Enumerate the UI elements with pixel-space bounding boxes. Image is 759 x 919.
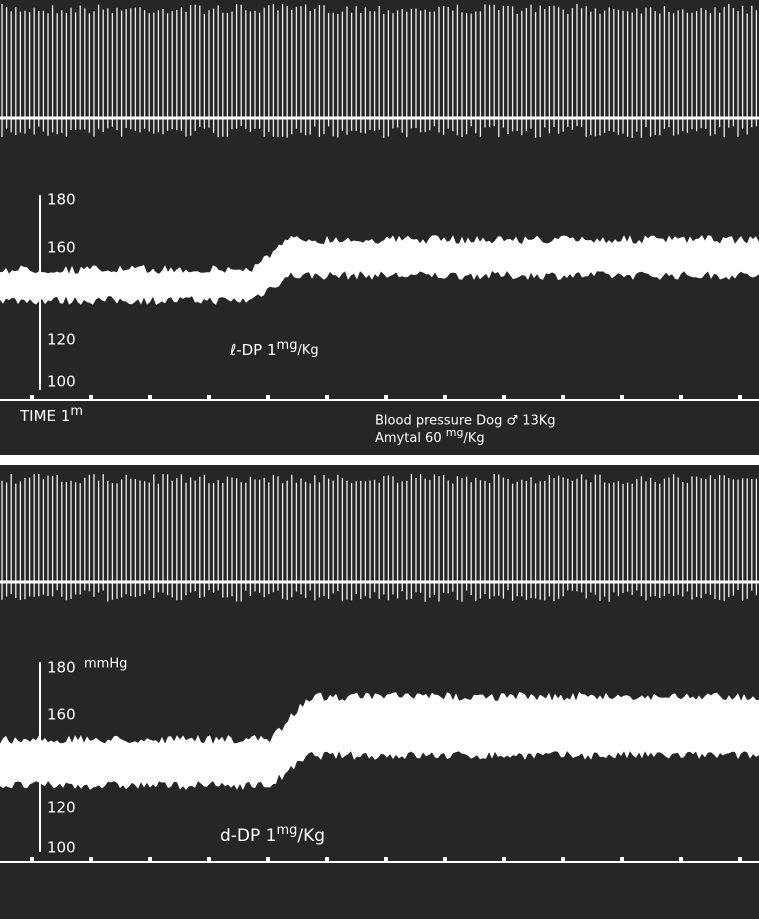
drug-label: d-DP 1mg/Kg bbox=[220, 823, 325, 847]
time-tick bbox=[502, 857, 506, 862]
time-tick bbox=[30, 395, 34, 400]
scale-label: 180 bbox=[47, 191, 76, 209]
time-tick bbox=[266, 395, 270, 400]
scale-label: 180 bbox=[47, 659, 76, 677]
time-tick bbox=[384, 395, 388, 400]
time-tick bbox=[738, 857, 742, 862]
time-tick bbox=[561, 857, 565, 862]
time-tick bbox=[561, 395, 565, 400]
pressure-band bbox=[0, 692, 759, 790]
scale-label: 120 bbox=[47, 799, 76, 817]
time-tick bbox=[148, 857, 152, 862]
scale-label: 100 bbox=[47, 839, 76, 857]
time-tick bbox=[502, 395, 506, 400]
time-tick bbox=[89, 857, 93, 862]
subject-label: Blood pressure Dog ♂ 13Kg bbox=[375, 414, 556, 429]
time-tick bbox=[325, 857, 329, 862]
time-tick bbox=[443, 395, 447, 400]
time-tick bbox=[679, 395, 683, 400]
drug-label: ℓ-DP 1mg/Kg bbox=[229, 338, 319, 359]
scale-label: 160 bbox=[47, 239, 76, 257]
time-tick bbox=[207, 857, 211, 862]
time-label: TIME 1m bbox=[19, 404, 83, 425]
unit-label: mmHg bbox=[84, 657, 127, 672]
time-tick bbox=[30, 857, 34, 862]
scale-label: 120 bbox=[47, 331, 76, 349]
spike-trace bbox=[1, 4, 758, 138]
time-tick bbox=[620, 857, 624, 862]
traces bbox=[0, 4, 759, 863]
time-tick bbox=[148, 395, 152, 400]
spike-trace bbox=[1, 474, 758, 602]
scale-label: 100 bbox=[47, 373, 76, 391]
time-tick bbox=[384, 857, 388, 862]
anesthesia-label: Amytal 60 mg/Kg bbox=[375, 426, 485, 446]
pressure-band bbox=[0, 235, 759, 305]
time-tick bbox=[266, 857, 270, 862]
time-tick bbox=[738, 395, 742, 400]
scale-label: 160 bbox=[47, 706, 76, 724]
time-tick bbox=[679, 857, 683, 862]
time-tick bbox=[89, 395, 93, 400]
time-tick bbox=[443, 857, 447, 862]
time-tick bbox=[207, 395, 211, 400]
time-tick bbox=[620, 395, 624, 400]
time-tick bbox=[325, 395, 329, 400]
